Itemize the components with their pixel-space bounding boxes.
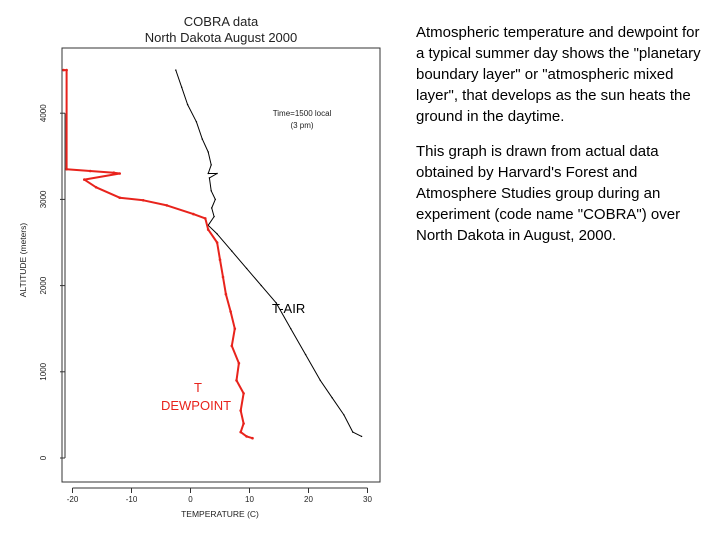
dewpoint-point	[230, 344, 234, 348]
x-tick-label: 0	[188, 495, 193, 504]
tair-point	[231, 250, 233, 252]
dewpoint-point	[192, 212, 195, 216]
plot-frame	[61, 47, 381, 483]
description-paragraph-2: This graph is drawn from actual data obt…	[416, 143, 681, 244]
dewpoint-point	[218, 258, 222, 262]
tair-point	[181, 86, 183, 89]
tair-point	[208, 177, 211, 179]
dewpoint-point	[206, 228, 210, 231]
tair-point	[331, 397, 333, 399]
tair-point	[186, 103, 189, 106]
tair-point	[213, 215, 215, 218]
tair-point	[360, 435, 363, 438]
dewpoint-point	[62, 68, 65, 72]
y-tick-label: 0	[39, 455, 48, 460]
y-tick-label: 2000	[39, 276, 48, 294]
dewpoint-point	[242, 392, 245, 395]
tair-point	[343, 414, 345, 416]
dewpoint-point	[224, 292, 228, 296]
dewpoint-point	[242, 422, 245, 425]
tair-point	[352, 431, 354, 433]
dewpoint-point	[83, 178, 86, 181]
x-tick-label: -20	[67, 495, 79, 504]
dewpoint-point	[239, 430, 242, 434]
tair-point	[210, 164, 212, 166]
dewpoint-point	[237, 361, 241, 365]
dewpoint-point	[204, 217, 207, 220]
dewpoint-point	[118, 172, 121, 175]
dewpoint-point	[88, 169, 92, 173]
x-tick-label: 10	[245, 495, 254, 504]
dewpoint-point	[65, 167, 68, 171]
y-tick-label: 3000	[39, 190, 48, 208]
time-annotation-sub: (3 pm)	[290, 121, 313, 130]
y-tick-label: 1000	[39, 362, 48, 380]
tair-point	[290, 328, 292, 330]
chart-title-line1: COBRA data	[184, 14, 259, 29]
dewpoint-point	[245, 435, 248, 438]
tair-point	[275, 302, 277, 304]
x-tick-label: 30	[363, 495, 372, 504]
tair-point	[319, 379, 321, 382]
dewpoint-point	[215, 241, 219, 244]
tair-point	[175, 69, 177, 71]
tair-line	[175, 69, 362, 437]
series-label-dewpoint-line2: DEWPOINT	[161, 398, 231, 413]
y-tick-label: 4000	[39, 104, 48, 122]
dewpoint-line	[63, 69, 253, 440]
tair-point	[304, 353, 307, 356]
dewpoint-point	[235, 379, 238, 382]
dewpoint-point	[229, 310, 232, 313]
series-label-dewpoint-line1: T	[194, 380, 202, 395]
x-axis-title: TEMPERATURE (C)	[181, 509, 259, 519]
dewpoint-point	[233, 327, 237, 331]
tair-point	[245, 267, 248, 270]
dewpoint-point	[118, 196, 121, 199]
x-tick-label: 20	[304, 495, 313, 504]
y-axis-title: ALTITUDE (meters)	[18, 223, 28, 298]
tair-point	[195, 121, 198, 123]
dewpoint-point	[221, 275, 225, 279]
dewpoint-point	[251, 436, 254, 440]
tair-point	[216, 233, 218, 235]
tair-point	[207, 172, 209, 175]
dewpoint-point	[239, 409, 242, 412]
tair-point	[201, 138, 203, 140]
tair-point	[260, 284, 262, 287]
tair-point	[214, 198, 216, 201]
description-panel: Atmospheric temperature and dewpoint for…	[416, 22, 710, 260]
x-tick-label: -10	[126, 495, 138, 504]
time-annotation: Time=1500 local	[273, 109, 332, 118]
chart-title-line2: North Dakota August 2000	[145, 30, 298, 45]
dewpoint-point	[142, 199, 145, 202]
dewpoint-point	[65, 68, 68, 72]
description-paragraph-1: Atmospheric temperature and dewpoint for…	[416, 24, 701, 125]
tair-point	[210, 190, 212, 192]
tair-point	[207, 151, 209, 153]
dewpoint-point	[165, 204, 169, 207]
tair-point	[216, 172, 218, 175]
series-label-tair: T-AIR	[272, 301, 305, 316]
dewpoint-point	[112, 171, 116, 174]
dewpoint-point	[94, 186, 98, 189]
tair-point	[211, 207, 213, 209]
